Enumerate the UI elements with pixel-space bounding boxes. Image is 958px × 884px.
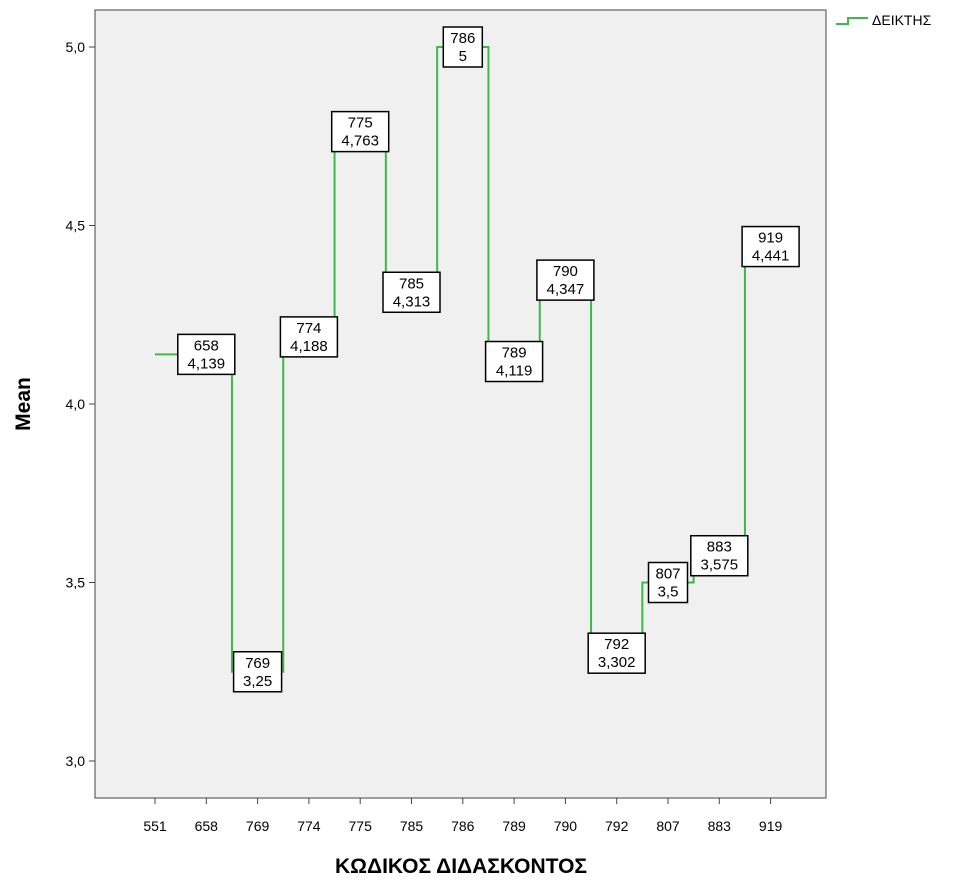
data-label-box — [647, 561, 689, 604]
x-tick-label: 792 — [605, 818, 629, 834]
series-step-line — [155, 46, 771, 673]
data-label-box — [587, 632, 646, 674]
data-label-code: 658 — [194, 337, 219, 354]
y-tick-label: 3,0 — [66, 753, 86, 769]
x-tick-label: 790 — [554, 818, 578, 834]
x-tick-label: 658 — [195, 818, 219, 834]
x-tick-label: 775 — [349, 818, 373, 834]
x-tick-label: 774 — [297, 818, 321, 834]
data-label-box — [382, 271, 441, 314]
data-label-code: 919 — [758, 230, 783, 247]
data-label-value: 4,441 — [752, 248, 790, 265]
data-label-box — [536, 259, 595, 301]
data-label-code: 786 — [450, 30, 475, 47]
x-axis: 551 658 769 774 775 785 786 789 790 792 807 883 919 — [143, 798, 782, 834]
data-label-code: 792 — [604, 636, 629, 653]
plot-area — [94, 9, 827, 799]
legend: ΔΕΙΚΤΗΣ — [836, 12, 932, 28]
data-label-value: 4,139 — [188, 355, 226, 372]
series-line — [155, 46, 771, 673]
y-tick-label: 4,5 — [66, 218, 86, 234]
data-label-value: 3,302 — [598, 654, 636, 671]
data-label-box — [279, 316, 339, 358]
x-tick-label: 769 — [246, 818, 270, 834]
data-label-code: 883 — [707, 539, 732, 556]
data-label-value: 4,763 — [341, 133, 379, 150]
data-label-box — [232, 651, 283, 693]
y-tick-label: 3,5 — [66, 575, 86, 591]
data-labels: 6584,1397693,257744,1887754,7637854,3137… — [177, 26, 800, 693]
data-label-value: 4,313 — [393, 293, 431, 310]
data-label-code: 785 — [399, 275, 424, 292]
x-tick-label: 883 — [708, 818, 732, 834]
y-axis: 3,0 3,5 4,0 4,5 5,0 — [66, 39, 95, 769]
data-label-code: 790 — [553, 263, 578, 280]
data-label-value: 3,5 — [658, 584, 679, 601]
x-tick-label: 919 — [759, 818, 783, 834]
x-tick-label: 786 — [451, 818, 475, 834]
data-label-box — [484, 340, 544, 383]
data-label-code: 807 — [655, 566, 680, 583]
data-label-value: 4,188 — [290, 338, 328, 355]
x-axis-title: ΚΩΔΙΚΟΣ ΔΙΔΑΣΚΟΝΤΟΣ — [335, 855, 587, 878]
data-label-value: 3,25 — [243, 673, 272, 690]
data-label-code: 769 — [245, 655, 270, 672]
legend-label: ΔΕΙΚΤΗΣ — [872, 12, 932, 28]
data-label-box — [330, 110, 390, 153]
y-axis-title: Mean — [12, 377, 35, 431]
legend-swatch — [836, 17, 868, 25]
data-label-value: 4,119 — [496, 363, 532, 380]
data-label-box — [690, 534, 749, 577]
data-label-code: 789 — [502, 345, 527, 362]
y-tick-label: 5,0 — [66, 39, 86, 55]
data-label-code: 775 — [348, 115, 373, 132]
x-tick-label: 789 — [502, 818, 526, 834]
x-tick-label: 785 — [400, 818, 424, 834]
data-label-value: 5 — [459, 48, 467, 65]
data-label-code: 774 — [296, 320, 321, 337]
data-label-value: 4,347 — [547, 281, 585, 298]
x-tick-label: 807 — [656, 818, 680, 834]
y-tick-label: 4,0 — [66, 396, 86, 412]
data-label-box — [177, 333, 236, 376]
data-label-box — [741, 225, 800, 268]
data-label-value: 3,575 — [701, 557, 739, 574]
x-tick-label: 551 — [143, 818, 167, 834]
data-label-box — [442, 26, 484, 68]
